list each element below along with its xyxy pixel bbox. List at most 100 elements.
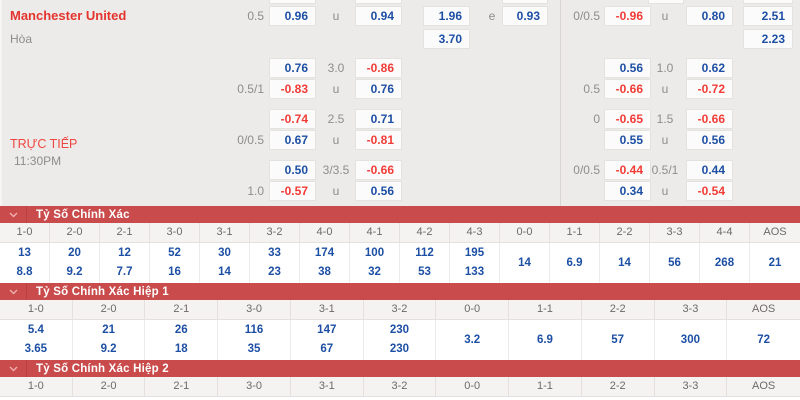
odds-hcp2-odds-row1[interactable]: -0.96 [604, 6, 651, 26]
score-odds-aos[interactable]: 21 [750, 243, 800, 283]
odds-ou2-odds-row8[interactable]: -0.54 [686, 181, 733, 201]
score-odds-value[interactable]: 30 [218, 247, 231, 259]
score-odds-3-1[interactable]: 147 67 [291, 320, 364, 360]
odds-hcp-odds-row4[interactable]: -0.83 [269, 79, 316, 99]
odds-ou-odds-row1[interactable]: 0.94 [355, 6, 402, 26]
score-odds-value[interactable]: 116 [244, 324, 264, 336]
section-header-bar[interactable]: Tỷ Số Chính Xác Hiệp 1 [0, 283, 800, 300]
score-odds-value[interactable]: 5.4 [27, 324, 44, 336]
odds-hcp-odds-row8[interactable]: -0.57 [269, 181, 316, 201]
score-odds-3-2[interactable]: 230 230 [364, 320, 437, 360]
score-odds-value[interactable]: 72 [757, 333, 771, 346]
score-odds-value[interactable]: 18 [174, 343, 188, 355]
score-odds-value[interactable]: 3.2 [464, 333, 481, 346]
odds-ou2-odds-row3[interactable]: 0.62 [686, 58, 733, 78]
odds-e-odds-row1[interactable]: 0.93 [502, 6, 548, 26]
score-odds-value[interactable]: 56 [668, 256, 681, 269]
odds-ou2-odds-row1[interactable]: 0.80 [686, 6, 733, 26]
score-odds-value[interactable]: 8.8 [16, 266, 33, 278]
score-odds-2-1[interactable]: 12 7.7 [100, 243, 150, 283]
home-team-name[interactable]: Manchester United [10, 8, 127, 23]
score-odds-value[interactable]: 26 [174, 324, 188, 336]
score-odds-2-2[interactable]: 14 [600, 243, 650, 283]
score-odds-value[interactable]: 9.2 [66, 266, 83, 278]
odds-hcp-odds-row3[interactable]: 0.76 [269, 58, 316, 78]
score-odds-value[interactable]: 174 [314, 247, 335, 259]
odds-ou2-odds-row4[interactable]: -0.72 [686, 79, 733, 99]
odds-ou2-odds-row5[interactable]: -0.66 [686, 109, 733, 129]
odds-hcp-odds-row5[interactable]: -0.74 [269, 109, 316, 129]
score-odds-value[interactable]: 230 [389, 343, 410, 355]
score-odds-value[interactable]: 14 [518, 256, 531, 269]
odds-x2-odds-row1[interactable]: 1.96 [423, 6, 470, 26]
odds-ml-odds-row1[interactable]: 2.51 [743, 6, 793, 26]
score-odds-4-1[interactable]: 100 32 [350, 243, 400, 283]
score-odds-value[interactable]: 13 [18, 247, 31, 259]
score-odds-3-0[interactable]: 52 16 [150, 243, 200, 283]
score-odds-value[interactable]: 20 [68, 247, 81, 259]
score-odds-0-0[interactable]: 14 [500, 243, 550, 283]
odds-x2-odds-row2[interactable]: 3.70 [423, 29, 470, 49]
score-odds-value[interactable]: 147 [317, 324, 337, 336]
odds-hcp-odds-row7[interactable]: 0.50 [269, 160, 316, 180]
odds-hcp2-odds-row7[interactable]: -0.44 [604, 160, 651, 180]
score-odds-value[interactable]: 14 [618, 256, 631, 269]
odds-ou2-odds-row7[interactable]: 0.44 [686, 160, 733, 180]
score-odds-2-0[interactable]: 21 9.2 [73, 320, 146, 360]
odds-hcp2-odds-row3[interactable]: 0.56 [604, 58, 651, 78]
score-odds-value[interactable]: 6.9 [536, 333, 553, 346]
score-odds-value[interactable]: 32 [368, 266, 381, 278]
score-odds-2-1[interactable]: 26 18 [145, 320, 219, 360]
odds-ou-odds-row8[interactable]: 0.56 [355, 181, 402, 201]
section-header-bar[interactable]: Tỷ Số Chính Xác [0, 206, 800, 223]
score-odds-4-3[interactable]: 195 133 [450, 243, 500, 283]
score-odds-value[interactable]: 14 [218, 266, 231, 278]
score-odds-1-0[interactable]: 13 8.8 [0, 243, 50, 283]
odds-hcp-odds-row1[interactable]: 0.96 [269, 6, 316, 26]
score-odds-value[interactable]: 57 [611, 333, 625, 346]
score-odds-1-1[interactable]: 6.9 [550, 243, 600, 283]
score-odds-value[interactable]: 21 [102, 324, 115, 336]
score-odds-value[interactable]: 100 [364, 247, 385, 259]
score-odds-value[interactable]: 38 [318, 266, 331, 278]
score-odds-value[interactable]: 9.2 [100, 343, 117, 355]
section-header-bar[interactable]: Tỷ Số Chính Xác Hiệp 2 [0, 360, 800, 377]
score-odds-aos[interactable]: 72 [727, 320, 800, 360]
score-odds-2-0[interactable]: 20 9.2 [50, 243, 100, 283]
odds-ou-odds-row3[interactable]: -0.86 [355, 58, 402, 78]
score-odds-4-0[interactable]: 174 38 [300, 243, 350, 283]
odds-ou-odds-row5[interactable]: 0.71 [355, 109, 402, 129]
score-odds-0-0[interactable]: 3.2 [436, 320, 510, 360]
score-odds-value[interactable]: 112 [415, 247, 434, 259]
odds-ou-odds-row7[interactable]: -0.66 [355, 160, 402, 180]
odds-ou2-odds-row6[interactable]: 0.56 [686, 130, 733, 150]
chevron-down-icon[interactable] [0, 283, 27, 300]
score-odds-2-2[interactable]: 57 [582, 320, 655, 360]
odds-ou-odds-row4[interactable]: 0.76 [355, 79, 402, 99]
score-odds-3-2[interactable]: 33 23 [250, 243, 300, 283]
score-odds-3-0[interactable]: 116 35 [218, 320, 291, 360]
score-odds-value[interactable]: 67 [320, 343, 334, 355]
score-odds-value[interactable]: 21 [768, 256, 782, 269]
score-odds-value[interactable]: 6.9 [566, 256, 583, 269]
score-odds-1-1[interactable]: 6.9 [509, 320, 582, 360]
score-odds-value[interactable]: 23 [268, 266, 281, 278]
score-odds-value[interactable]: 133 [464, 266, 485, 278]
score-odds-value[interactable]: 3.65 [24, 343, 48, 355]
score-odds-value[interactable]: 12 [118, 247, 131, 259]
score-odds-4-2[interactable]: 112 53 [400, 243, 450, 283]
score-odds-value[interactable]: 7.7 [116, 266, 133, 278]
odds-hcp-odds-row6[interactable]: 0.67 [269, 130, 316, 150]
chevron-down-icon[interactable] [0, 206, 27, 223]
odds-ml-odds-row2[interactable]: 2.23 [743, 29, 793, 49]
score-odds-value[interactable]: 300 [680, 333, 700, 346]
score-odds-value[interactable]: 35 [247, 343, 261, 355]
score-odds-value[interactable]: 268 [714, 256, 735, 269]
score-odds-value[interactable]: 230 [389, 324, 410, 336]
odds-ou-odds-row6[interactable]: -0.81 [355, 130, 402, 150]
score-odds-value[interactable]: 52 [168, 247, 181, 259]
score-odds-4-4[interactable]: 268 [700, 243, 750, 283]
score-odds-value[interactable]: 16 [168, 266, 181, 278]
score-odds-value[interactable]: 53 [418, 266, 431, 278]
score-odds-3-3[interactable]: 300 [655, 320, 728, 360]
